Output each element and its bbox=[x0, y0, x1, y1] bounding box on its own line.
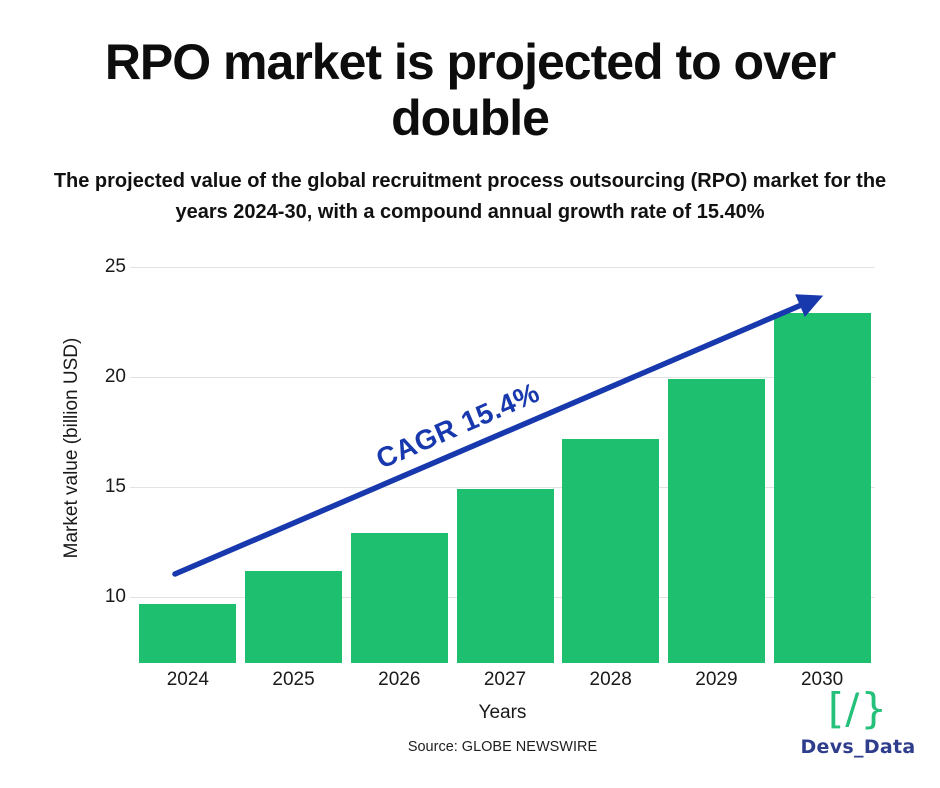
y-tick-label-20: 20 bbox=[104, 366, 126, 387]
gridline-25 bbox=[130, 267, 875, 268]
bar-2026 bbox=[350, 533, 448, 663]
y-tick-label-10: 10 bbox=[104, 586, 126, 607]
source-attribution: Source: GLOBE NEWSWIRE bbox=[407, 739, 598, 755]
bar-2029 bbox=[667, 379, 765, 663]
devsdata-logo-name: Devs_Data bbox=[800, 736, 916, 759]
bar-2024 bbox=[139, 603, 237, 663]
x-tick-label-2028: 2028 bbox=[589, 669, 632, 690]
brand-block: [/} Devs_Data bbox=[790, 684, 926, 758]
x-tick-label-2029: 2029 bbox=[695, 669, 738, 690]
bar-2028 bbox=[562, 438, 660, 663]
y-axis-title: Market value (billion USD) bbox=[61, 337, 82, 559]
x-axis-title: Years bbox=[478, 702, 527, 723]
y-tick-label-25: 25 bbox=[104, 256, 126, 277]
x-tick-label-2030: 2030 bbox=[800, 669, 844, 690]
x-tick-label-2025: 2025 bbox=[272, 669, 315, 690]
cagr-annotation-label: CAGR 15.4% bbox=[371, 376, 545, 475]
page-subtitle: The projected value of the global recrui… bbox=[53, 170, 887, 223]
bar-2030 bbox=[773, 313, 871, 663]
page-title: RPO market is projected to over double bbox=[104, 34, 836, 146]
y-tick-label-15: 15 bbox=[104, 476, 126, 497]
devsdata-logo-icon: [/} bbox=[827, 684, 889, 733]
bar-2027 bbox=[456, 489, 554, 663]
x-tick-label-2026: 2026 bbox=[378, 669, 421, 690]
gridline-20 bbox=[130, 377, 875, 378]
x-tick-label-2027: 2027 bbox=[483, 669, 527, 690]
bar-2025 bbox=[245, 570, 343, 663]
x-tick-label-2024: 2024 bbox=[166, 669, 209, 690]
